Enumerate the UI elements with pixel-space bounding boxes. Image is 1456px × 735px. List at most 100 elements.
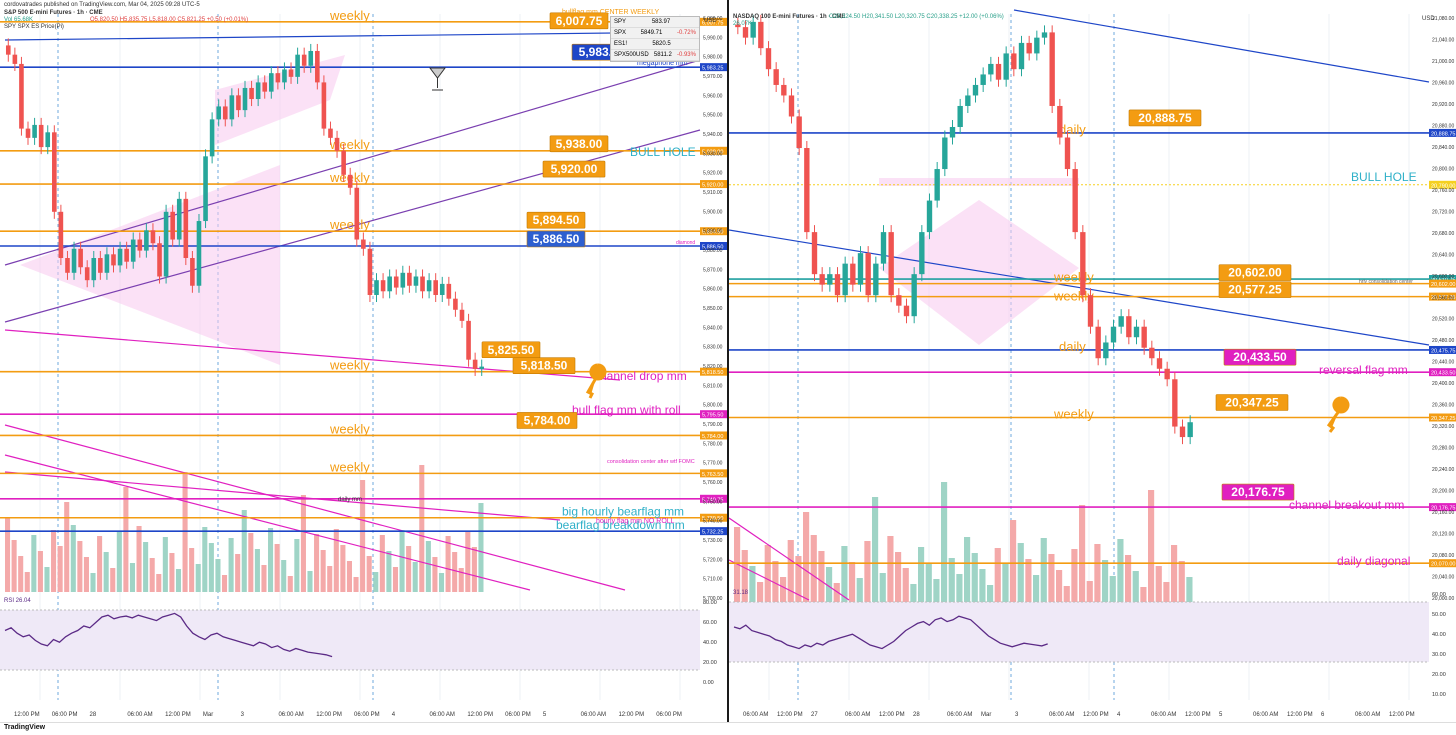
price-level-tag-text: 20,433.50 xyxy=(1431,371,1455,377)
time-tick: 12:00 PM xyxy=(1389,712,1415,718)
price-callout-text: 5,784.00 xyxy=(524,413,571,427)
price-tick: 21,080.00 xyxy=(1432,16,1454,22)
level-annotation: daily xyxy=(1059,122,1086,137)
symbol-title[interactable]: NASDAQ 100 E-mini Futures · 1h · CME xyxy=(733,14,846,20)
time-tick: 06:00 AM xyxy=(1253,712,1278,718)
volume-bar xyxy=(327,566,333,592)
mini-row: SPX 5849.71 -0.72% xyxy=(611,28,699,39)
time-tick: 12:00 PM xyxy=(1287,712,1313,718)
candle-body xyxy=(1110,326,1117,343)
volume-bar xyxy=(386,551,392,592)
candle-body xyxy=(459,309,465,321)
price-callout-text: 20,888.75 xyxy=(1138,111,1192,125)
price-tick: 20,920.00 xyxy=(1432,102,1454,108)
volume-bar xyxy=(1148,490,1155,602)
price-tick: 20,640.00 xyxy=(1432,252,1454,258)
volume-bar xyxy=(268,528,274,592)
time-tick: 12:00 PM xyxy=(777,712,803,718)
volume-bar xyxy=(228,538,234,592)
volume-bar xyxy=(97,536,103,592)
volume-readout: Vol 65.68K xyxy=(4,17,34,23)
price-tick: 5,890.00 xyxy=(703,229,723,235)
candle-body xyxy=(242,87,248,111)
volume-bar xyxy=(254,549,260,592)
candle-body xyxy=(479,366,485,369)
trendline xyxy=(729,517,850,601)
price-tick: 5,860.00 xyxy=(703,287,723,293)
candle-body xyxy=(78,248,83,268)
price-level-tag xyxy=(1429,292,1456,301)
volume-bar xyxy=(1117,539,1124,602)
candle-body xyxy=(229,95,235,120)
volume-bar xyxy=(1002,564,1009,602)
price-callout xyxy=(1218,281,1292,298)
time-tick: 06:00 AM xyxy=(845,712,870,718)
rsi-tick: 10.00 xyxy=(1432,692,1446,698)
volume-bar xyxy=(438,573,445,592)
symbol-title[interactable]: S&P 500 E-mini Futures · 1h · CME xyxy=(4,10,103,16)
level-annotation: diamond xyxy=(676,240,695,246)
rsi-tick: 0.00 xyxy=(703,680,714,686)
time-tick: 06:00 AM xyxy=(1049,712,1074,718)
panel-divider[interactable] xyxy=(727,0,729,722)
volume-bar xyxy=(110,568,116,592)
price-tick: 21,040.00 xyxy=(1432,37,1454,43)
time-tick: 06:00 AM xyxy=(947,712,972,718)
price-tick: 5,850.00 xyxy=(703,306,723,312)
candle-body xyxy=(38,124,44,148)
candle-body xyxy=(380,280,386,292)
candle-body xyxy=(949,126,956,138)
level-annotation: weekly xyxy=(329,421,370,436)
pattern-zone xyxy=(215,55,345,145)
currency-label[interactable]: USD xyxy=(1422,16,1435,22)
price-callout xyxy=(1128,109,1202,127)
volume-bar xyxy=(307,571,313,592)
spx-chart-panel[interactable]: 6,007.75 weekly 5,983.25 megaphone mm 5,938.… xyxy=(0,0,727,722)
level-annotation: weekly xyxy=(329,358,370,373)
rsi-tick: 20.00 xyxy=(1432,672,1446,678)
price-tick: 5,790.00 xyxy=(703,422,723,428)
time-tick: 4 xyxy=(1117,712,1121,718)
candle-body xyxy=(262,82,268,92)
candle-body xyxy=(742,27,749,38)
price-tick: 20,760.00 xyxy=(1432,188,1454,194)
price-callout-text: 20,602.00 xyxy=(1228,266,1282,280)
mini-row: SPX500USD 5811.2 -0.93% xyxy=(611,50,699,61)
candle-body xyxy=(255,82,261,100)
candle-body xyxy=(183,198,189,259)
trendline xyxy=(1013,9,1430,83)
volume-bar xyxy=(175,569,182,592)
time-tick: 06:00 AM xyxy=(1151,712,1176,718)
volume-bar xyxy=(1017,543,1024,602)
candle-body xyxy=(387,276,392,292)
price-level-tag xyxy=(700,180,727,189)
candle-body xyxy=(209,119,215,157)
bull-hole-label: BULL HOLE xyxy=(630,145,696,159)
volume-bar xyxy=(772,561,779,602)
price-level-tag xyxy=(700,431,727,440)
volume-bar xyxy=(803,512,810,602)
volume-bar xyxy=(1071,549,1078,602)
rsi-band xyxy=(729,602,1429,662)
indicator-overlay[interactable]: SPY SPX ES Price(Pi) xyxy=(4,24,64,30)
price-tick: 5,880.00 xyxy=(703,248,723,254)
candle-body xyxy=(1172,379,1178,427)
es-chart-svg[interactable]: 6,007.75 weekly 5,983.25 megaphone mm 5,938.… xyxy=(0,0,727,722)
time-tick: 5 xyxy=(1219,712,1223,718)
currency-label[interactable]: USD xyxy=(704,18,717,24)
level-annotation: weekly xyxy=(329,8,370,23)
bullflag-center-label: bullflag mm CENTER WEEKLY xyxy=(562,9,659,16)
volume-bar xyxy=(11,540,17,592)
price-callout xyxy=(1221,483,1295,501)
volume-bar xyxy=(18,556,24,592)
price-callout xyxy=(1218,264,1292,281)
candle-body xyxy=(176,198,182,240)
rsi-tick: 20.00 xyxy=(703,660,717,666)
candle-body xyxy=(988,63,994,75)
candle-body xyxy=(124,248,129,262)
trendline xyxy=(4,424,626,591)
candle-body xyxy=(1057,105,1063,138)
time-tick: 12:00 PM xyxy=(316,712,342,718)
